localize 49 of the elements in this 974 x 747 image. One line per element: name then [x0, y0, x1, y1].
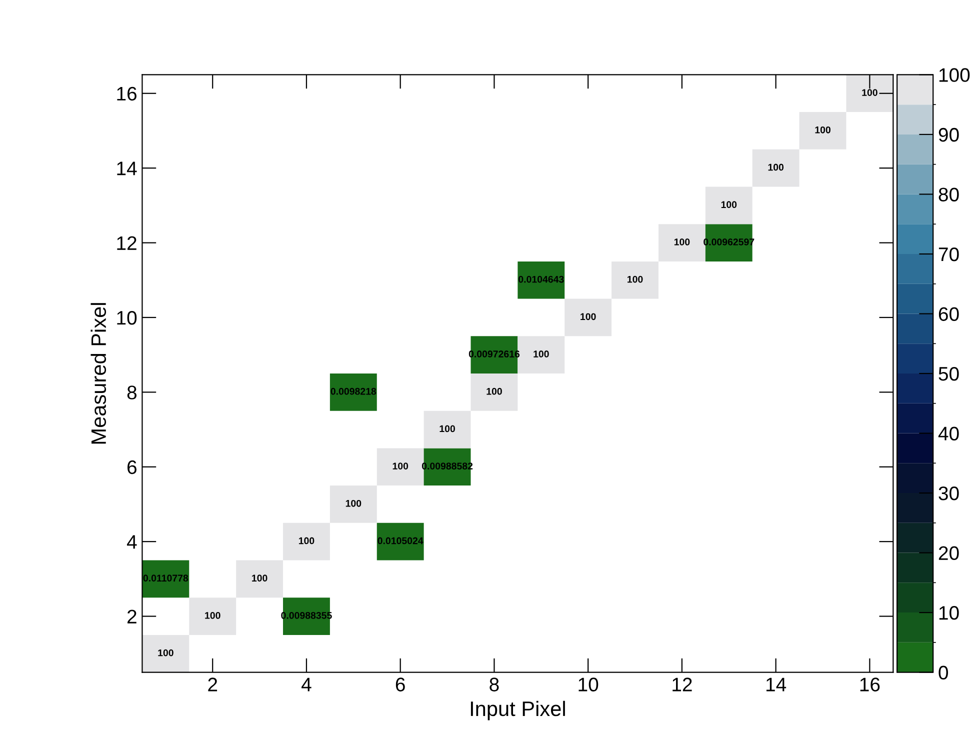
- data-label: 100: [768, 164, 784, 171]
- color-bar-label: 10: [939, 606, 959, 620]
- y-tick-label: 14: [117, 162, 137, 176]
- data-label: 100: [486, 388, 502, 395]
- data-label: 0.0110778: [143, 574, 188, 582]
- y-tick-label: 6: [128, 460, 136, 474]
- color-bar-label: 50: [938, 366, 959, 381]
- y-tick-label: 2: [128, 610, 136, 624]
- x-tick-label: 12: [672, 678, 692, 692]
- data-label: 100: [392, 462, 408, 470]
- data-label: 100: [440, 425, 455, 432]
- color-bar-label: 40: [938, 426, 959, 440]
- color-bar-label: 90: [938, 128, 959, 142]
- data-label: 100: [205, 612, 220, 619]
- x-axis-title: Input Pixel: [470, 700, 565, 720]
- data-label: 0.0104643: [518, 276, 564, 283]
- color-bar-label: 30: [938, 486, 959, 500]
- data-label: 100: [534, 350, 549, 358]
- y-tick-label: 10: [117, 310, 137, 325]
- y-tick-label: 8: [127, 386, 136, 400]
- data-label: 100: [346, 500, 362, 507]
- data-label: 100: [252, 574, 268, 582]
- data-label: 100: [628, 276, 643, 283]
- x-tick-label: 16: [860, 678, 880, 692]
- color-bar-label: 60: [938, 307, 959, 321]
- data-label: 0.0098218: [330, 388, 376, 395]
- x-tick-label: 8: [490, 678, 499, 692]
- color-bar-label: 100: [939, 68, 970, 82]
- x-tick-label: 10: [578, 678, 598, 692]
- color-bar-label: 20: [938, 546, 959, 560]
- data-label: 100: [721, 201, 737, 208]
- data-label: 100: [815, 126, 830, 134]
- data-label: 100: [158, 649, 174, 656]
- y-tick-label: 16: [117, 86, 136, 101]
- color-bar-label: 0: [938, 666, 948, 680]
- data-label: 100: [674, 238, 690, 246]
- data-label: 100: [580, 313, 596, 320]
- y-tick-label: 4: [126, 535, 137, 549]
- color-bar-label: 80: [938, 188, 959, 202]
- data-label: 0.0105024: [378, 537, 424, 544]
- data-label: 100: [298, 537, 314, 544]
- x-tick-label: 2: [208, 678, 218, 692]
- x-tick-label: 14: [766, 678, 786, 692]
- y-tick-label: 12: [117, 236, 136, 250]
- color-bar-label: 70: [938, 247, 959, 262]
- data-label: 100: [862, 89, 878, 96]
- y-axis-title: Measured Pixel: [90, 303, 106, 444]
- x-tick-label: 6: [396, 678, 405, 692]
- x-tick-label: 4: [302, 678, 312, 692]
